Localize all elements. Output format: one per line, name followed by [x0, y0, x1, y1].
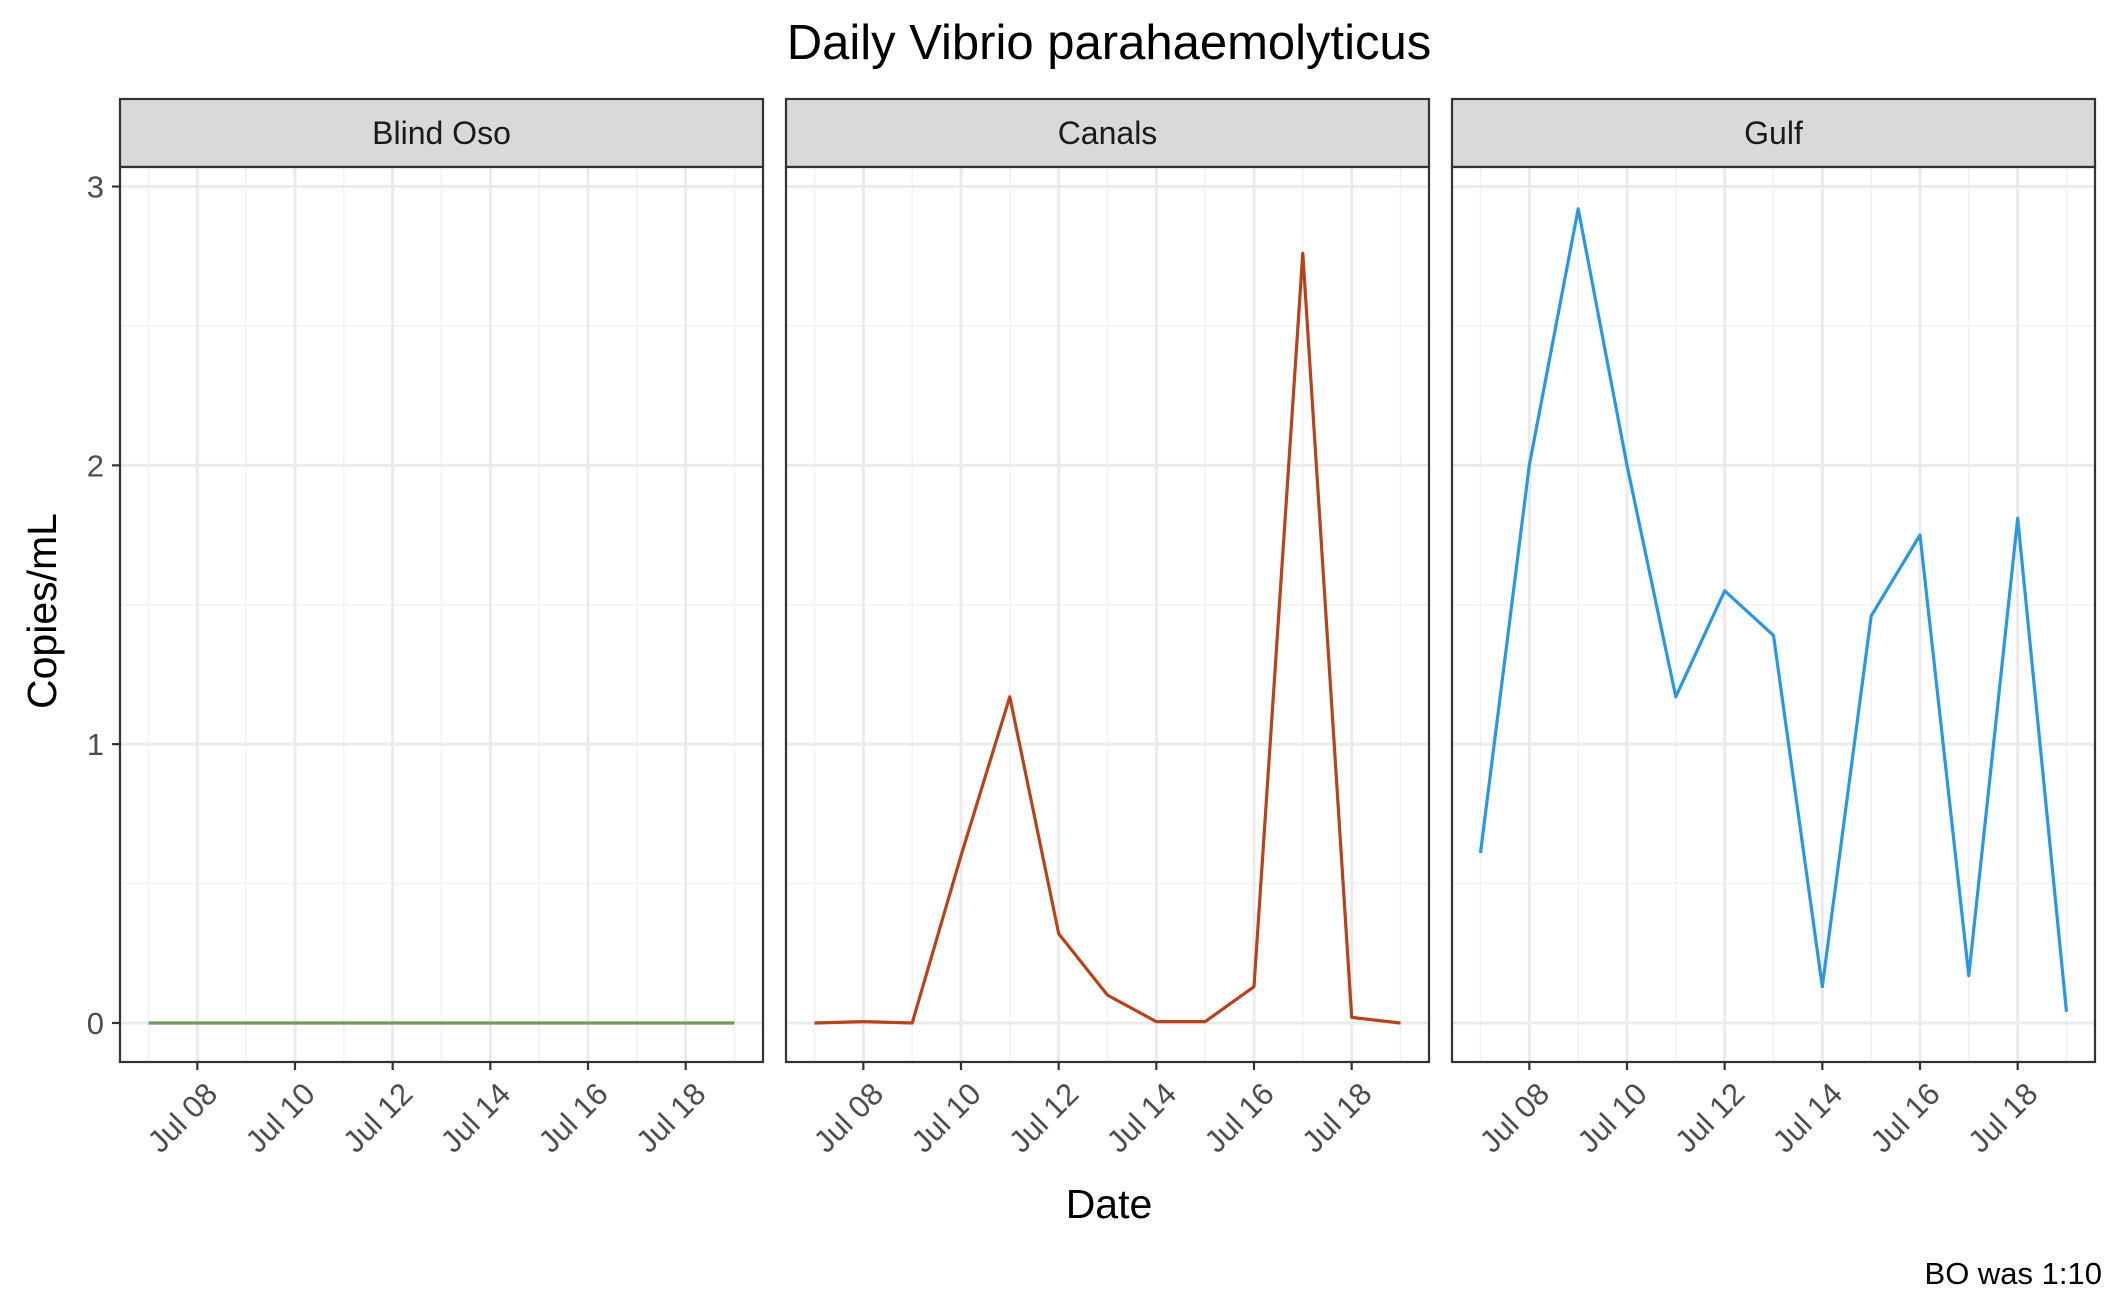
- series-line: [814, 251, 1401, 1025]
- x-tick-label: Jul 14: [434, 1076, 517, 1159]
- x-tick-label: Jul 10: [239, 1076, 322, 1159]
- panel-border: [1450, 165, 2097, 1064]
- panel-border: [118, 165, 765, 1064]
- x-tick-label: Jul 08: [141, 1076, 224, 1159]
- facet-strip-label: Canals: [1058, 115, 1158, 151]
- y-tick-label: 2: [87, 448, 104, 483]
- panel-border: [784, 165, 1431, 1064]
- chart-title: Daily Vibrio parahaemolyticus: [787, 16, 1432, 70]
- x-tick-label: Jul 12: [336, 1076, 419, 1159]
- x-axis-title: Date: [1066, 1181, 1153, 1227]
- x-tick-label: Jul 18: [1295, 1076, 1378, 1159]
- x-tick-label: Jul 10: [905, 1076, 988, 1159]
- y-tick-label: 0: [87, 1006, 104, 1041]
- y-tick-label: 1: [87, 727, 104, 762]
- y-tick-label: 3: [87, 170, 104, 205]
- x-tick-label: Jul 16: [1198, 1076, 1281, 1159]
- facet-strip-label: Gulf: [1744, 115, 1803, 151]
- facet-strip: [784, 97, 1431, 169]
- x-tick-label: Jul 18: [1961, 1076, 2044, 1159]
- x-tick-label: Jul 08: [1473, 1076, 1556, 1159]
- x-tick-label: Jul 14: [1766, 1076, 1849, 1159]
- x-tick-label: Jul 12: [1002, 1076, 1085, 1159]
- series-line: [1478, 207, 2069, 1012]
- x-tick-label: Jul 16: [532, 1076, 615, 1159]
- chart-caption: BO was 1:10: [1925, 1256, 2102, 1291]
- x-tick-label: Jul 12: [1668, 1076, 1751, 1159]
- facet-panel-canals: Canals Jul 08 Jul 10 Jul 12 Jul 14 Jul 16 Jul …: [784, 97, 1431, 1159]
- facet-strip: [118, 97, 765, 169]
- x-tick-label: Jul 10: [1571, 1076, 1654, 1159]
- facet-panel-gulf: Gulf Jul 08 Jul 10 Jul 12 Jul 14 Jul 16 Jul 18: [1450, 97, 2097, 1159]
- x-tick-label: Jul 08: [807, 1076, 890, 1159]
- facet-strip: [1450, 97, 2097, 169]
- y-axis-title: Copies/mL: [19, 513, 65, 709]
- facet-panel-blind-oso: Blind Oso Jul 08 Jul 10 Jul 12 Jul 14 Jul 16 J…: [87, 97, 765, 1159]
- x-tick-label: Jul 16: [1864, 1076, 1947, 1159]
- x-tick-label: Jul 18: [629, 1076, 712, 1159]
- x-tick-label: Jul 14: [1100, 1076, 1183, 1159]
- facet-strip-label: Blind Oso: [372, 115, 511, 151]
